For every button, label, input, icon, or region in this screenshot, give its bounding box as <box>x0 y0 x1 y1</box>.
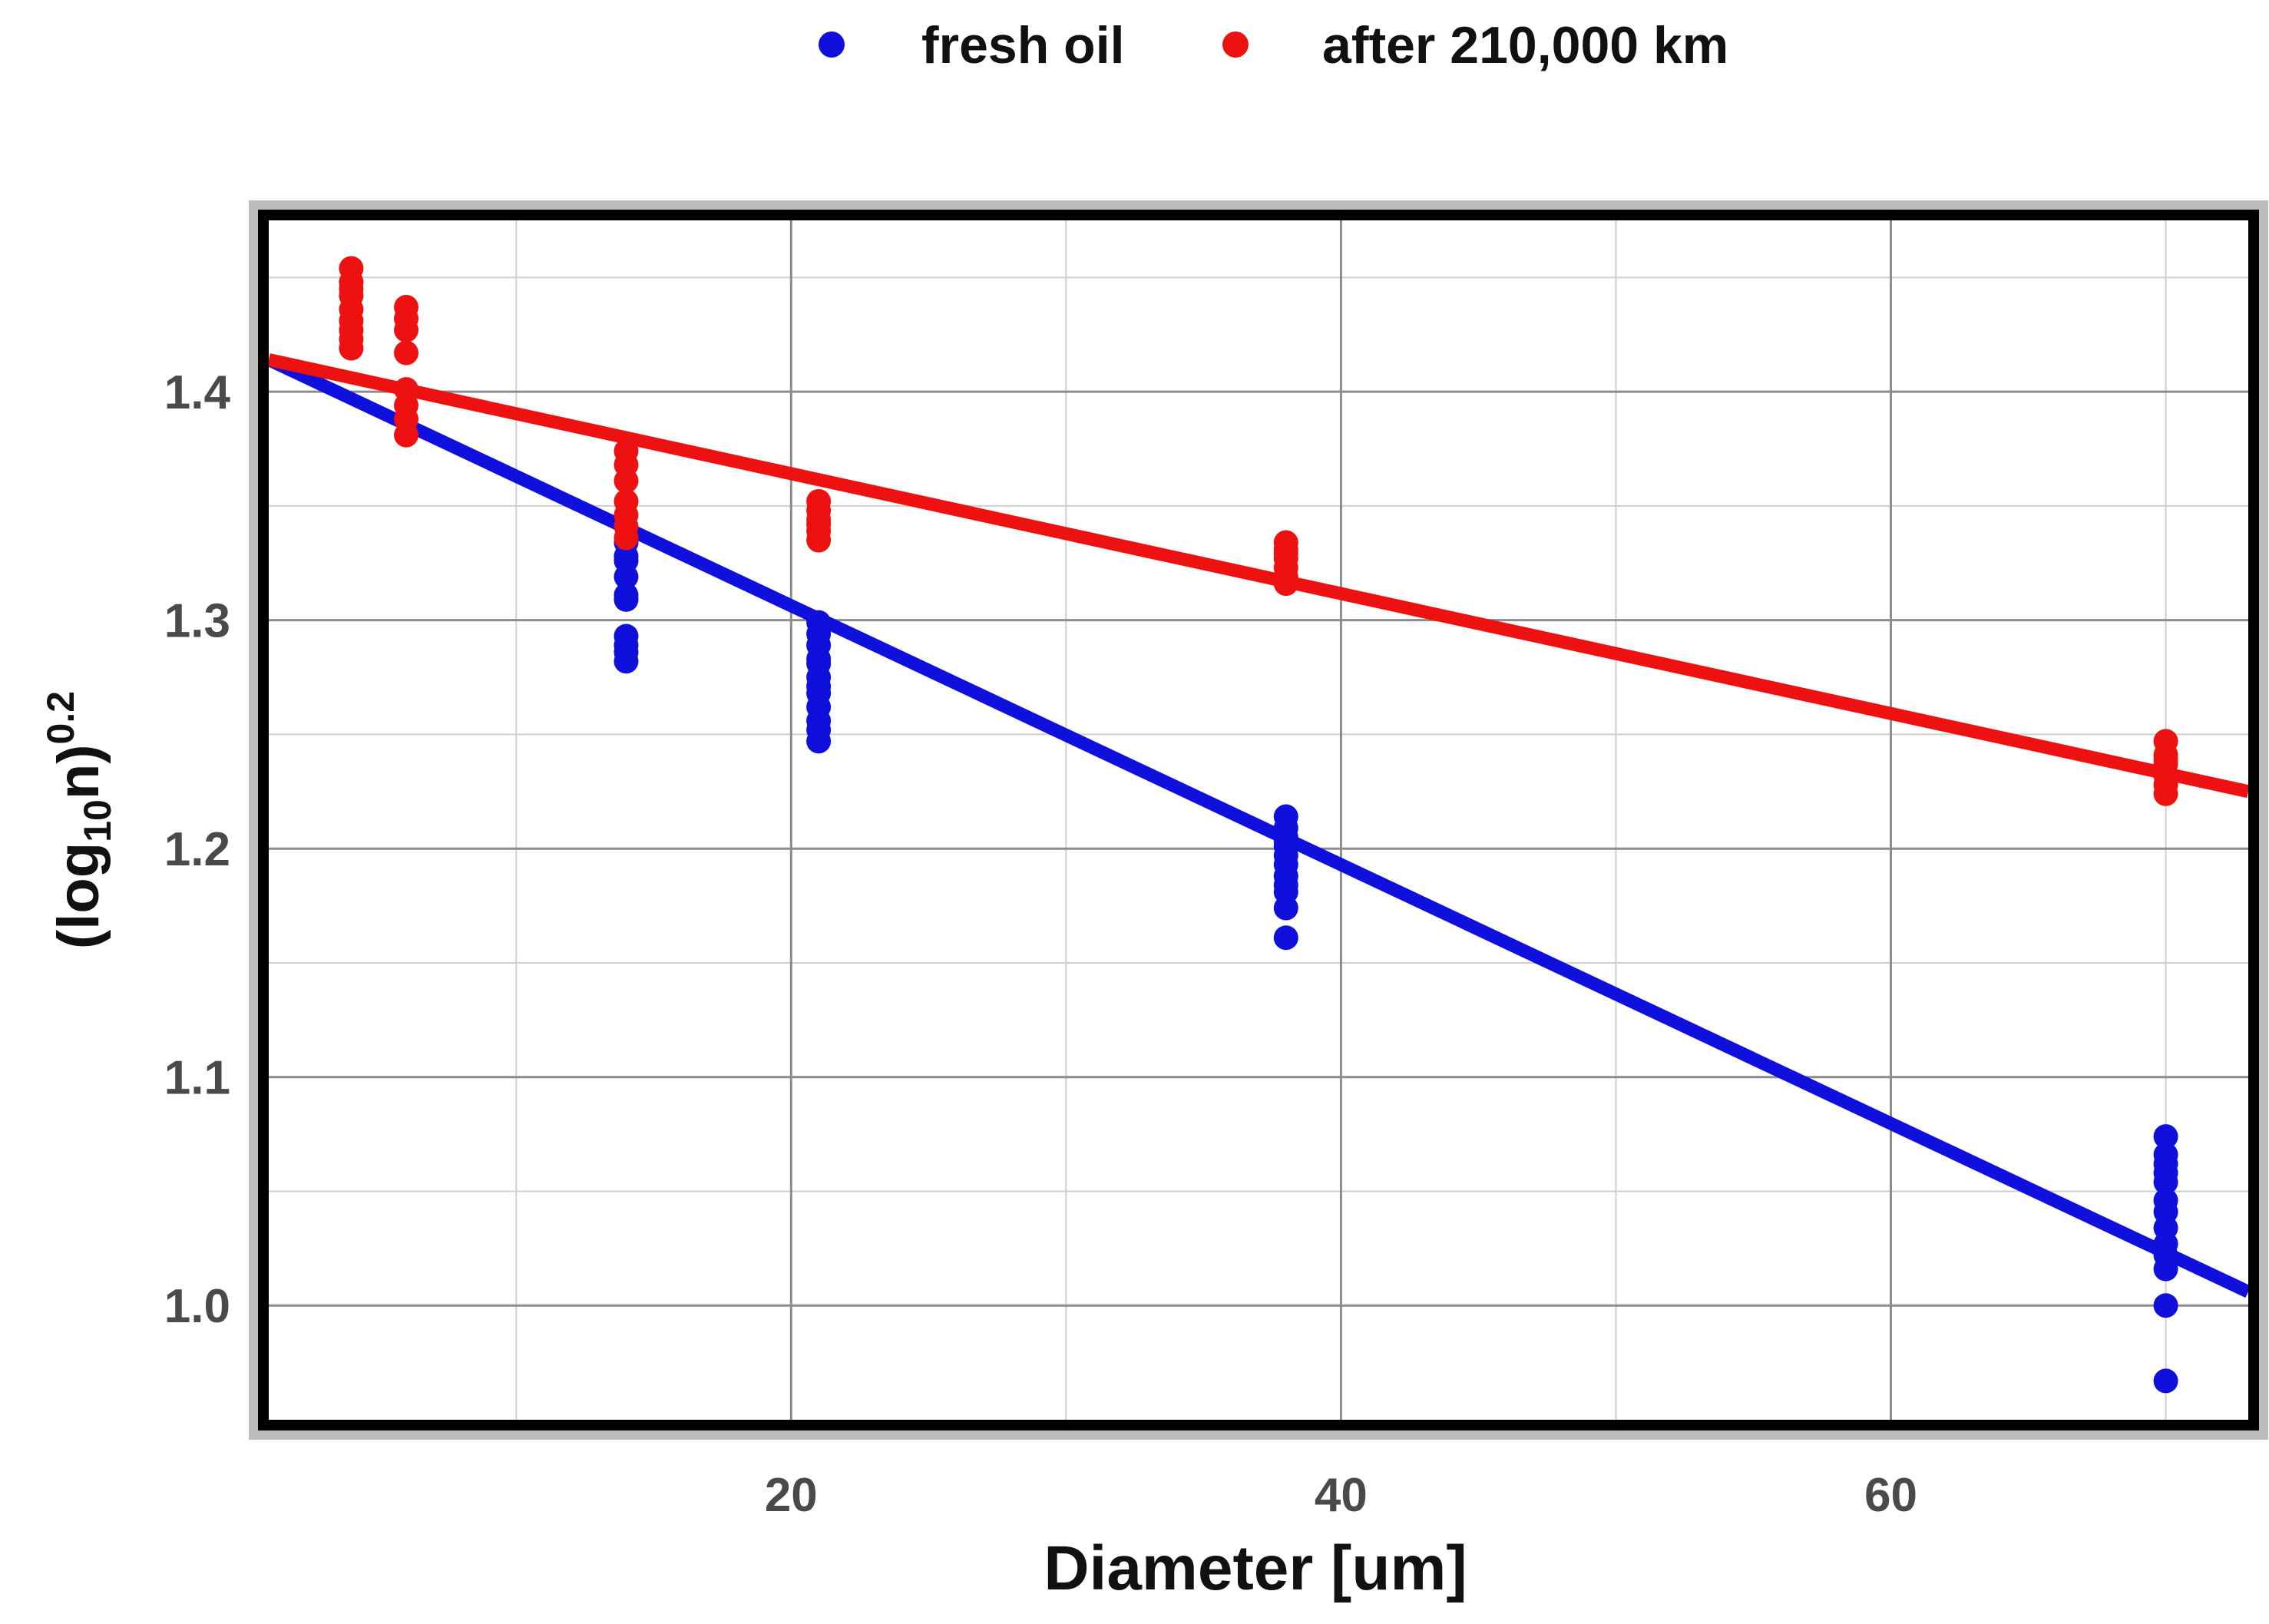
data-point-after-210-000-km <box>394 422 419 448</box>
legend-label-fresh-oil: fresh oil <box>921 16 1125 74</box>
legend: fresh oil after 210,000 km <box>819 16 1728 74</box>
legend-marker-after-210000-km <box>1222 31 1249 58</box>
data-point-fresh-oil <box>2153 1124 2178 1149</box>
data-point-fresh-oil <box>2153 1160 2178 1186</box>
data-points <box>339 256 2178 1394</box>
data-point-after-210-000-km <box>1273 541 1298 567</box>
data-point-after-210-000-km <box>394 340 419 365</box>
fit-lines <box>266 353 2251 1298</box>
data-point-fresh-oil <box>1273 829 1298 855</box>
y-axis-title-subscript: 10 <box>76 799 119 842</box>
plot-frame <box>258 210 2259 1431</box>
y-tick-label: 1.0 <box>164 1280 230 1333</box>
x-tick-label: 20 <box>765 1469 818 1522</box>
y-tick-label: 1.2 <box>164 823 230 876</box>
y-axis-title-prefix: (log <box>46 842 111 949</box>
data-point-fresh-oil <box>614 544 639 569</box>
y-tick-label: 1.1 <box>164 1052 230 1105</box>
data-point-fresh-oil <box>1273 925 1298 951</box>
data-point-fresh-oil <box>2153 1293 2178 1318</box>
x-axis-title: Diameter [um] <box>1044 1533 1467 1603</box>
y-axis-title: (log10n)0.2 <box>39 691 119 949</box>
fit-line-after-210-000-km <box>267 353 2250 799</box>
data-point-fresh-oil <box>2153 1368 2178 1394</box>
data-point-fresh-oil <box>614 564 639 590</box>
x-tick-label: 60 <box>1864 1469 1917 1522</box>
y-tick-label: 1.4 <box>164 366 231 419</box>
y-tick-label: 1.3 <box>164 595 230 648</box>
data-point-fresh-oil <box>806 647 832 672</box>
data-point-fresh-oil <box>806 729 832 754</box>
plot-frame-outer <box>249 200 2268 1440</box>
data-point-after-210-000-km <box>614 525 639 551</box>
y-axis-title-middle: n) <box>46 744 111 799</box>
data-point-fresh-oil <box>2153 1256 2178 1282</box>
data-point-after-210-000-km <box>1273 571 1298 597</box>
data-point-fresh-oil <box>614 587 639 612</box>
fit-line-fresh-oil <box>266 353 2251 1298</box>
x-tick-label: 40 <box>1315 1469 1368 1522</box>
data-point-after-210-000-km <box>2153 781 2178 806</box>
y-tick-labels: 1.0 1.1 1.2 1.3 1.4 <box>164 366 231 1333</box>
x-tick-labels: 20 40 60 <box>765 1469 1917 1522</box>
data-point-fresh-oil <box>1273 895 1298 921</box>
data-point-after-210-000-km <box>614 468 639 494</box>
data-point-fresh-oil <box>614 649 639 674</box>
data-point-after-210-000-km <box>394 317 419 342</box>
y-axis-title-superscript: 0.2 <box>39 691 82 745</box>
data-point-after-210-000-km <box>339 276 364 302</box>
data-point-after-210-000-km <box>2153 747 2178 772</box>
legend-label-after-210000-km: after 210,000 km <box>1322 16 1728 74</box>
data-point-after-210-000-km <box>339 336 364 361</box>
legend-marker-fresh-oil <box>819 31 845 58</box>
data-point-after-210-000-km <box>806 511 832 537</box>
data-point-fresh-oil <box>806 673 832 699</box>
